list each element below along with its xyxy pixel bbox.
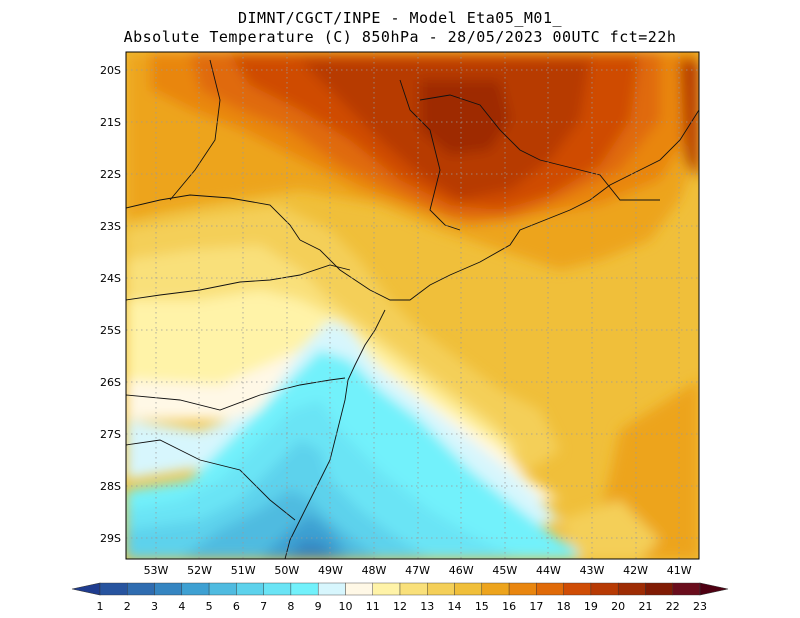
colorbar-swatch (590, 582, 619, 596)
colorbar-swatch (427, 582, 455, 596)
state-border-5 (126, 439, 296, 521)
colorbar-swatch (372, 582, 401, 596)
state-border-4 (126, 377, 346, 411)
field-band-edge (680, 60, 699, 180)
state-border-3 (126, 264, 351, 301)
lat-label: 21S (100, 116, 121, 129)
colorbar-swatch (236, 582, 264, 596)
lon-label: 44W (536, 564, 561, 577)
lon-label: 43W (580, 564, 605, 577)
coast-north (299, 109, 699, 301)
lat-label: 20S (100, 64, 121, 77)
colorbar-swatch (454, 582, 483, 596)
temperature-field (126, 52, 699, 559)
lat-label: 23S (100, 220, 121, 233)
colorbar-label: 18 (557, 600, 571, 613)
lon-label: 45W (492, 564, 517, 577)
graticule (126, 52, 699, 559)
colorbar-swatch (672, 582, 701, 596)
colorbar-label: 17 (529, 600, 543, 613)
lon-label: 47W (405, 564, 430, 577)
lon-label: 49W (318, 564, 343, 577)
colorbar-label: 6 (233, 600, 240, 613)
field-band-right-bottom (560, 500, 660, 559)
lat-label: 28S (100, 480, 121, 493)
colorbar-label: 7 (260, 600, 267, 613)
longitude-labels: 53W 52W 51W 50W 49W 48W 47W 46W 45W 44W 43W 42W 41W (144, 564, 692, 577)
colorbar-swatch (127, 582, 155, 596)
coastline (126, 59, 699, 559)
lat-label: 29S (100, 532, 121, 545)
title-line-1: DIMNT/CGCT/INPE - Model Eta05_M01_ (237, 9, 563, 27)
lat-label: 24S (100, 272, 121, 285)
colorbar-label: 11 (366, 600, 380, 613)
state-border-2 (169, 59, 221, 201)
lat-label: 25S (100, 324, 121, 337)
lon-label: 41W (667, 564, 692, 577)
lon-label: 42W (623, 564, 648, 577)
lon-label: 50W (274, 564, 299, 577)
colorbar-swatch (263, 582, 292, 596)
colorbar-label: 21 (638, 600, 652, 613)
colorbar-label: 22 (666, 600, 680, 613)
title-line-2: Absolute Temperature (C) 850hPa - 28/05/… (123, 28, 677, 46)
lon-label: 52W (187, 564, 212, 577)
colorbar-swatch (536, 582, 564, 596)
lat-label: 27S (100, 428, 121, 441)
colorbar-label: 14 (448, 600, 462, 613)
colorbar-label: 2 (124, 600, 131, 613)
lon-label: 53W (144, 564, 169, 577)
colorbar-label: 8 (287, 600, 294, 613)
lat-label: 26S (100, 376, 121, 389)
colorbar-label: 10 (338, 600, 352, 613)
field-band-4 (286, 540, 335, 559)
colorbar-swatch (345, 582, 373, 596)
map-frame (125, 51, 700, 560)
colorbar-label: 5 (206, 600, 213, 613)
colorbar-swatch (645, 582, 673, 596)
field-band-21 (420, 80, 510, 155)
colorbar-swatch (181, 582, 210, 596)
state-border-7 (419, 94, 660, 201)
colorbar-label: 20 (611, 600, 625, 613)
colorbar-label: 15 (475, 600, 489, 613)
colorbar-arrow-right (699, 582, 729, 596)
coast-south (284, 309, 386, 559)
latitude-labels: 20S 21S 22S 23S 24S 25S 26S 27S 28S 29S (100, 64, 121, 545)
lon-label: 48W (362, 564, 387, 577)
colorbar-arrow-left (71, 582, 101, 596)
colorbar-label: 13 (420, 600, 434, 613)
colorbar-swatch (481, 582, 510, 596)
colorbar-label: 16 (502, 600, 516, 613)
colorbar-swatch (399, 582, 428, 596)
colorbar-swatch (290, 582, 319, 596)
colorbar-label: 23 (693, 600, 707, 613)
lon-label: 51W (231, 564, 256, 577)
colorbar-label: 1 (97, 600, 104, 613)
colorbar-swatch (208, 582, 237, 596)
colorbar-label: 9 (315, 600, 322, 613)
colorbar-swatch (99, 582, 128, 596)
field-band-5 (260, 515, 350, 559)
lat-label: 22S (100, 168, 121, 181)
colorbar-swatch (563, 582, 592, 596)
colorbar-label: 3 (151, 600, 158, 613)
colorbar-label: 4 (178, 600, 185, 613)
state-border-1 (126, 194, 301, 241)
state-border-6 (399, 79, 461, 231)
colorbar-swatch (617, 582, 646, 596)
colorbar: 1 2 3 4 5 6 7 8 9 10 11 12 13 14 15 16 17 18 19 20 21 22 23 (71, 582, 729, 613)
colorbar-label: 12 (393, 600, 407, 613)
colorbar-label: 19 (584, 600, 598, 613)
colorbar-swatch (154, 582, 183, 596)
colorbar-swatch (508, 582, 537, 596)
colorbar-swatch (317, 582, 346, 596)
lon-label: 46W (449, 564, 474, 577)
